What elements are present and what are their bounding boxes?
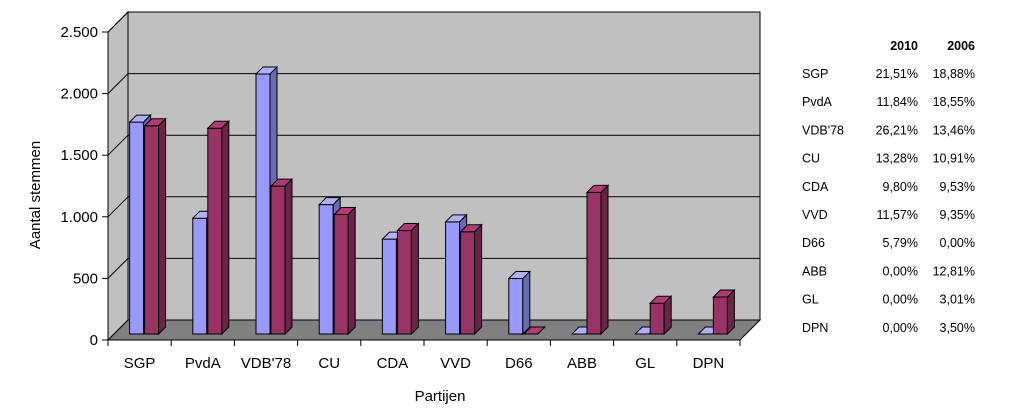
bar-2006-DPN (712, 288, 736, 336)
table-row: CU 13,28% 10,91% (802, 152, 975, 166)
table-party: VDB'78 (802, 123, 844, 137)
table-value-2010: 21,51% (876, 67, 918, 81)
table-row: VDB'78 26,21% 13,46% (802, 123, 975, 137)
gridline-side (107, 258, 129, 279)
bar-2006-D66 (522, 326, 547, 335)
x-tick-label: D66 (505, 355, 533, 372)
table-party: CU (802, 152, 820, 166)
table-value-2006: 13,46% (933, 123, 975, 137)
table-value-2010: 5,79% (883, 236, 918, 250)
table-party: CDA (802, 180, 829, 194)
x-tick-label: PvdA (185, 355, 221, 372)
table-value-2006: 18,88% (933, 67, 975, 81)
bar-2006-CDA (396, 222, 420, 336)
table-value-2010: 26,21% (876, 123, 918, 137)
table-row: PvdA 11,84% 18,55% (802, 95, 975, 109)
table-value-2010: 13,28% (876, 152, 918, 166)
table-value-2006: 3,01% (940, 293, 975, 307)
y-tick-label: 500 (73, 270, 98, 287)
bar-2006-ABB (585, 184, 610, 336)
x-tick-labels: SGP PvdA VDB'78 CU CDA VVD D66 ABB GL DPN (124, 355, 724, 372)
table-party: VVD (802, 208, 828, 222)
x-tick-label: DPN (693, 355, 725, 372)
gridline-side (107, 11, 129, 33)
table-party: GL (802, 293, 819, 307)
table-value-2010: 9,80% (883, 180, 918, 194)
bar-2006-GL (648, 294, 673, 336)
table-value-2006: 10,91% (933, 152, 975, 166)
y-tick-labels: 0 500 1.000 1.500 2.000 2.500 (60, 24, 98, 349)
bar-2006-SGP (143, 117, 167, 336)
gridline-side (107, 134, 129, 156)
bar-2006-PvdA (206, 120, 231, 336)
bars (128, 65, 736, 336)
table-row: VVD 11,57% 9,35% (802, 208, 975, 222)
axes (102, 31, 741, 346)
table-row: ABB 0,00% 12,81% (802, 264, 975, 278)
x-tick-label: CU (318, 355, 340, 372)
x-axis-title: Partijen (415, 388, 466, 405)
table-value-2006: 9,35% (940, 208, 975, 222)
x-tick-label: SGP (124, 355, 156, 372)
x-tick-label: VVD (440, 355, 471, 372)
x-tick-label: ABB (567, 355, 597, 372)
table-value-2006: 9,53% (940, 180, 975, 194)
table-party: D66 (802, 236, 825, 250)
table-party: SGP (802, 67, 828, 81)
bar-2006-CU (332, 206, 357, 336)
table-row: CDA 9,80% 9,53% (802, 180, 975, 194)
bar-2006-VVD (459, 223, 483, 336)
gridlines (107, 11, 760, 279)
y-axis-title: Aantal stemmen (27, 141, 44, 249)
table-value-2010: 11,84% (877, 95, 918, 109)
x-tick-label: VDB'78 (241, 355, 291, 372)
y-tick-label: 2.500 (60, 24, 98, 41)
table-header-2010: 2010 (890, 39, 918, 53)
table-row: D66 5,79% 0,00% (802, 236, 975, 250)
table-row: DPN 0,00% 3,50% (802, 321, 975, 335)
chart-walls (106, 10, 762, 342)
table-value-2010: 0,00% (883, 264, 918, 278)
x-tick-label: GL (635, 355, 655, 372)
side-wall (107, 10, 129, 342)
y-tick-label: 1.500 (60, 147, 98, 164)
table-value-2010: 11,57% (877, 208, 918, 222)
table-value-2006: 12,81% (933, 264, 975, 278)
bar-2006-VDB'78 (269, 177, 294, 336)
gridline-side (107, 73, 129, 94)
table-value-2006: 0,00% (940, 236, 975, 250)
back-wall (127, 11, 761, 321)
table-header-2006: 2006 (947, 39, 975, 53)
table-party: DPN (802, 321, 828, 335)
table-value-2006: 18,55% (933, 95, 975, 109)
x-tick-label: CDA (377, 355, 409, 372)
table-row: SGP 21,51% 18,88% (802, 67, 975, 81)
table-party: ABB (802, 264, 827, 278)
table-party: PvdA (802, 95, 833, 109)
table-value-2006: 3,50% (940, 321, 975, 335)
percentage-table: 2010 2006 SGP 21,51% 18,88% PvdA 11,84% 18,55% V… (802, 39, 975, 335)
bar-2010-D66 (507, 270, 532, 336)
y-tick-label: 0 (90, 332, 98, 349)
table-row: GL 0,00% 3,01% (802, 293, 975, 307)
table-value-2010: 0,00% (883, 293, 918, 307)
y-tick-label: 2.000 (60, 86, 98, 103)
gridline-side (107, 196, 129, 218)
y-tick-label: 1.000 (60, 209, 98, 226)
table-value-2010: 0,00% (883, 321, 918, 335)
